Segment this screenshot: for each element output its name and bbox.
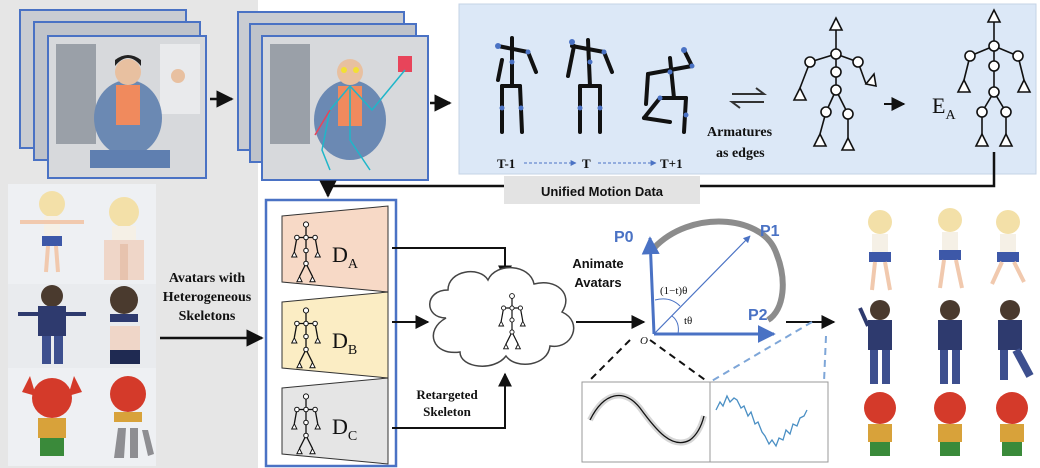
skeleton-t-minus-1-joints [495, 43, 531, 111]
angle-arc-outer [654, 298, 681, 307]
avatars-label-line2: Heterogeneous [163, 290, 252, 305]
arrow-decoder-c-to-cloud [392, 372, 512, 429]
vector-p0 [641, 236, 660, 335]
unified-motion-data-label: Unified Motion Data [541, 184, 664, 199]
motion-representation-panel: T-1 T T+1 Armatures as edges [458, 3, 1037, 175]
pose-estimation-frames [237, 11, 429, 181]
retargeted-label-line1: Retargeted [416, 387, 478, 402]
input-video-frames [19, 9, 207, 179]
avatar-boy [8, 284, 156, 368]
skeleton-t-joints [569, 39, 607, 111]
smooth-signal-plot [581, 381, 711, 463]
decoder-c: DC [281, 377, 389, 465]
label-angle-outer: (1−t)θ [660, 285, 687, 297]
skeleton-t-plus-1-joints [657, 47, 695, 118]
decoder-b: DB [281, 291, 389, 379]
label-origin: O [640, 335, 648, 347]
slerp-diagram: P0 P1 P2 O (1−t)θ tθ [614, 218, 786, 347]
avatars-label-line1: Avatars with [169, 271, 246, 286]
output-girl-row [868, 208, 1026, 291]
vector-p1 [653, 235, 751, 335]
output-avatars-grid [858, 208, 1034, 456]
zoom-line-right-1 [709, 321, 813, 383]
label-p2: P2 [748, 307, 768, 324]
avatars-label-line3: Skeletons [179, 309, 236, 324]
output-boy-row [858, 300, 1034, 384]
animate-label-line2: Avatars [574, 275, 621, 290]
equivalence-arrows-icon [729, 87, 767, 109]
avatar-girl [8, 184, 156, 284]
label-p1: P1 [760, 223, 780, 240]
decoder-a: DA [281, 205, 389, 293]
avatar-monster [8, 368, 156, 466]
input-frame-main [47, 35, 207, 179]
label-angle-inner: tθ [684, 315, 692, 327]
angle-arc-inner [671, 315, 679, 335]
armature-graph [792, 16, 877, 151]
armatures-label-line1: Armatures [707, 125, 773, 140]
decoder-a-label: DA [332, 242, 359, 272]
time-label-curr: T [582, 156, 591, 171]
retargeted-skeleton-cloud [429, 266, 575, 367]
encoder-label: EA [932, 93, 956, 123]
pose-frame-main [261, 35, 429, 181]
label-p0: P0 [614, 229, 634, 246]
output-monster-row [864, 392, 1028, 456]
decoder-b-label: DB [332, 328, 357, 358]
arrow-decoder-a-to-cloud [392, 247, 512, 280]
noisy-signal-plot [709, 381, 829, 463]
zoom-line-left [587, 339, 631, 383]
animate-label-line1: Animate [572, 256, 623, 271]
zoom-line-right-2 [823, 335, 827, 383]
armatures-label-line2: as edges [716, 146, 765, 161]
avatar-gallery [8, 184, 156, 466]
encoder-skeleton [956, 8, 1032, 147]
decoder-c-label: DC [332, 414, 357, 444]
zoom-line-mid [649, 339, 709, 383]
retargeted-label-line2: Skeleton [423, 404, 471, 419]
time-label-prev: T-1 [497, 156, 515, 171]
decoders-panel: DA DB DC [264, 198, 398, 468]
time-label-next: T+1 [660, 156, 683, 171]
slerp-arc [651, 218, 786, 323]
unified-motion-data-box [504, 176, 700, 204]
